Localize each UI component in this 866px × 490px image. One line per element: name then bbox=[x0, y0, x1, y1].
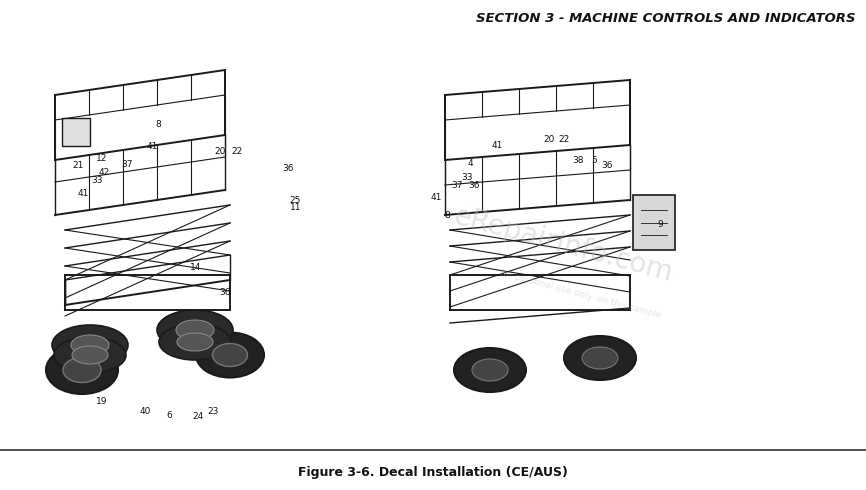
Text: 22: 22 bbox=[232, 147, 242, 156]
Text: 4: 4 bbox=[468, 159, 473, 168]
Text: 36: 36 bbox=[601, 161, 613, 170]
Text: 11: 11 bbox=[289, 203, 301, 212]
Ellipse shape bbox=[212, 343, 248, 367]
Text: Figure 3-6. Decal Installation (CE/AUS): Figure 3-6. Decal Installation (CE/AUS) bbox=[298, 466, 568, 479]
Text: 8: 8 bbox=[156, 121, 161, 129]
Ellipse shape bbox=[72, 346, 108, 364]
Text: 19: 19 bbox=[96, 397, 108, 406]
Text: 36: 36 bbox=[219, 288, 231, 297]
Ellipse shape bbox=[564, 336, 636, 380]
Bar bbox=[633, 195, 675, 250]
Ellipse shape bbox=[472, 359, 508, 381]
Text: 22: 22 bbox=[559, 135, 569, 144]
Text: 20: 20 bbox=[543, 135, 555, 144]
Ellipse shape bbox=[71, 335, 109, 355]
Text: 9: 9 bbox=[657, 220, 662, 229]
Text: 33: 33 bbox=[91, 176, 103, 185]
Text: eRepairInfo.com: eRepairInfo.com bbox=[450, 202, 675, 288]
Text: 5: 5 bbox=[591, 156, 597, 165]
Text: 33: 33 bbox=[461, 173, 473, 182]
Text: 42: 42 bbox=[99, 169, 109, 177]
Ellipse shape bbox=[63, 358, 101, 383]
Text: 24: 24 bbox=[193, 412, 204, 420]
Text: 14: 14 bbox=[190, 263, 202, 272]
Text: 37: 37 bbox=[121, 160, 133, 169]
Text: for personal use only. on this sample: for personal use only. on this sample bbox=[499, 268, 662, 320]
Text: 36: 36 bbox=[282, 164, 294, 173]
Bar bbox=[62, 118, 90, 146]
Ellipse shape bbox=[46, 346, 118, 394]
Ellipse shape bbox=[582, 347, 618, 369]
Text: 25: 25 bbox=[289, 196, 301, 205]
Ellipse shape bbox=[177, 333, 213, 351]
Text: 36: 36 bbox=[468, 181, 480, 190]
Text: 20: 20 bbox=[214, 147, 226, 156]
Text: 41: 41 bbox=[146, 142, 158, 151]
Text: 23: 23 bbox=[207, 407, 219, 416]
Ellipse shape bbox=[454, 348, 526, 392]
Ellipse shape bbox=[176, 320, 214, 340]
Text: 37: 37 bbox=[451, 181, 463, 190]
Text: 41: 41 bbox=[491, 141, 503, 150]
Text: 21: 21 bbox=[72, 161, 84, 170]
Text: 41: 41 bbox=[430, 194, 443, 202]
Text: SECTION 3 - MACHINE CONTROLS AND INDICATORS: SECTION 3 - MACHINE CONTROLS AND INDICAT… bbox=[476, 11, 856, 24]
Text: 41: 41 bbox=[77, 189, 89, 197]
Text: 8: 8 bbox=[444, 211, 449, 220]
Ellipse shape bbox=[196, 333, 264, 377]
Ellipse shape bbox=[159, 324, 231, 360]
Text: 12: 12 bbox=[95, 154, 107, 163]
Ellipse shape bbox=[54, 337, 126, 373]
Text: 38: 38 bbox=[572, 156, 584, 165]
Text: 6: 6 bbox=[167, 411, 172, 420]
Ellipse shape bbox=[52, 325, 128, 365]
Ellipse shape bbox=[157, 310, 233, 350]
Text: 40: 40 bbox=[139, 407, 152, 416]
